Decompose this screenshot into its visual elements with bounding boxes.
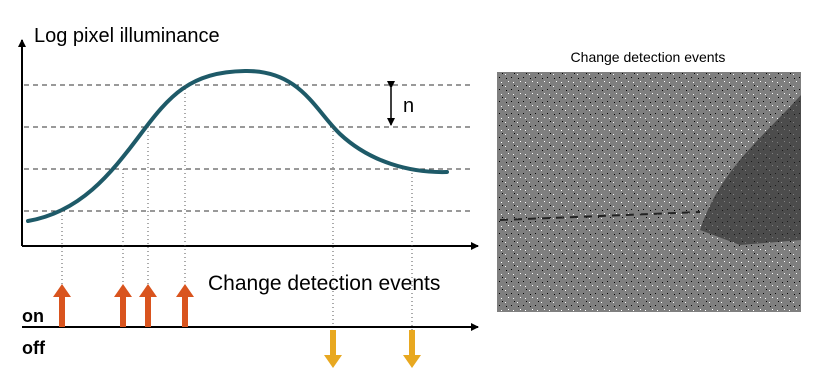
event-image-edge: [499, 211, 701, 221]
event-drop-lines: [61, 85, 413, 330]
illuminance-curve: [26, 68, 449, 223]
event-image-panel: Change detection events: [497, 49, 801, 312]
y-axis-label: Log pixel illuminance: [34, 25, 220, 47]
off-label: off: [22, 338, 46, 358]
off-events: [324, 330, 421, 368]
illuminance-diagram: Log pixel illuminance n Change detection…: [18, 25, 479, 368]
image-title: Change detection events: [571, 49, 726, 65]
threshold-label: n: [403, 95, 414, 117]
events-label: Change detection events: [208, 272, 440, 295]
on-label: on: [22, 306, 44, 326]
on-events: [53, 284, 194, 327]
event-image-car: [700, 95, 801, 245]
threshold-lines: [24, 84, 472, 212]
